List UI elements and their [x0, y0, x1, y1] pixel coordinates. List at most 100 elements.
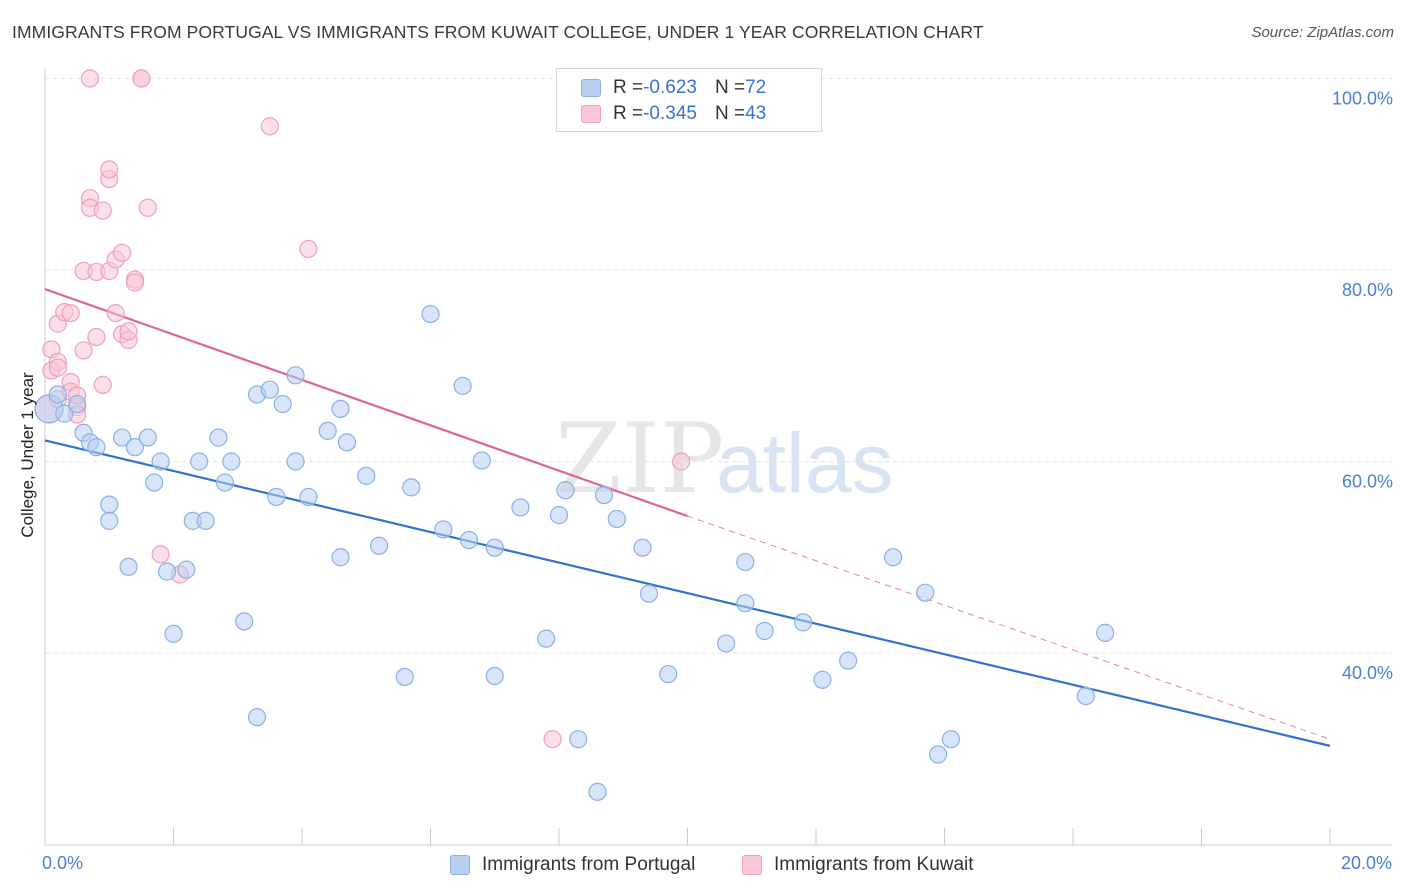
portugal-point — [485, 538, 504, 557]
portugal-point — [267, 487, 286, 507]
portugal-point — [794, 613, 813, 632]
portugal-point — [273, 394, 292, 414]
portugal-point — [839, 651, 858, 670]
portugal-point — [235, 612, 254, 631]
portugal-point — [569, 730, 588, 749]
portugal-point — [633, 538, 652, 557]
portugal-point — [1076, 686, 1095, 706]
kuwait-r-value: -0.345 — [643, 103, 697, 124]
portugal-point — [434, 520, 453, 539]
kuwait-point — [260, 117, 279, 136]
portugal-point — [813, 670, 832, 689]
kuwait-point — [61, 303, 80, 323]
y-axis-label: College, Under 1 year — [18, 372, 37, 538]
kuwait-point — [80, 69, 100, 88]
portugal-point — [1096, 623, 1115, 642]
kuwait-point — [543, 730, 562, 749]
portugal-point — [318, 421, 337, 440]
portugal-r-label: R = — [613, 77, 644, 98]
portugal-point — [549, 506, 569, 525]
kuwait-point — [125, 273, 145, 292]
watermark-zip: ZIP — [555, 403, 724, 515]
legend-row-kuwait: R = -0.345 N = 43 — [581, 101, 766, 127]
portugal-point — [286, 452, 305, 471]
portugal-point — [472, 451, 491, 470]
portugal-point — [125, 438, 145, 457]
portugal-n-label: N = — [714, 77, 746, 98]
portugal-point — [607, 509, 626, 529]
portugal-point — [511, 498, 530, 517]
y-tick-label: 60.0% — [1342, 472, 1393, 492]
x-tick-label: 20.0% — [1341, 853, 1392, 873]
portugal-trend-line — [44, 439, 1331, 747]
kuwait-n-value: 43 — [745, 103, 767, 124]
bottom-legend-portugal[interactable]: Immigrants from Portugal — [450, 852, 695, 878]
portugal-point — [594, 485, 614, 505]
kuwait-point — [138, 198, 157, 217]
source-label: Source: ZipAtlas.com — [1251, 24, 1394, 41]
portugal-point — [459, 530, 479, 550]
portugal-point — [421, 304, 440, 324]
stats-legend: R = -0.623 N = 72 R = -0.345 N = 43 — [556, 68, 822, 132]
kuwait-point — [132, 69, 151, 88]
portugal-point — [222, 452, 241, 471]
kuwait-trend-line-dashed — [687, 515, 1331, 740]
portugal-point — [151, 452, 170, 471]
kuwait-n-label: N = — [714, 103, 746, 124]
portugal-point — [68, 394, 87, 414]
portugal-point — [453, 376, 472, 395]
portugal-point — [286, 366, 305, 385]
portugal-point — [716, 634, 736, 653]
kuwait-point — [671, 452, 691, 471]
portugal-point — [48, 385, 67, 404]
portugal-point — [209, 428, 228, 447]
kuwait-point — [93, 375, 112, 394]
y-tick-label: 80.0% — [1342, 280, 1393, 300]
kuwait-point — [112, 243, 132, 262]
portugal-point — [87, 438, 106, 457]
kuwait-point — [299, 239, 318, 259]
portugal-legend-swatch — [450, 855, 470, 875]
portugal-r-value: -0.623 — [643, 77, 697, 98]
portugal-point — [119, 557, 138, 576]
axes-layer: 100.0% 80.0% 60.0% 40.0% 0.0% 20.0% — [42, 68, 1393, 873]
portugal-point — [164, 624, 183, 643]
portugal-point — [916, 583, 935, 602]
kuwait-legend-swatch — [742, 855, 762, 875]
y-tick-label: 40.0% — [1342, 663, 1393, 683]
kuwait-point — [106, 303, 125, 323]
watermark: ZIP atlas — [555, 403, 893, 515]
kuwait-point — [74, 341, 93, 360]
portugal-point — [941, 730, 961, 749]
legend-row-portugal: R = -0.623 N = 72 — [581, 75, 766, 101]
portugal-point — [215, 473, 234, 492]
watermark-atlas: atlas — [716, 416, 893, 510]
portugal-point — [138, 428, 157, 447]
portugal-point — [402, 478, 421, 497]
portugal-point — [145, 473, 164, 492]
x-tick-label: 0.0% — [42, 853, 83, 873]
bottom-legend-kuwait[interactable]: Immigrants from Kuwait — [742, 852, 974, 878]
kuwait-point — [119, 322, 138, 341]
kuwait-point — [100, 160, 119, 179]
kuwait-swatch — [581, 105, 601, 123]
kuwait-trend-line — [44, 288, 688, 518]
kuwait-r-label: R = — [613, 103, 644, 124]
portugal-legend-label: Immigrants from Portugal — [482, 854, 696, 875]
portugal-point — [485, 666, 504, 686]
kuwait-point — [151, 545, 170, 564]
portugal-point — [196, 511, 215, 530]
portugal-point — [736, 552, 755, 572]
portugal-point — [755, 621, 774, 641]
portugal-point — [556, 481, 575, 500]
portugal-point — [928, 745, 948, 764]
portugal-point — [883, 548, 903, 567]
kuwait-point — [87, 327, 106, 347]
portugal-point — [157, 562, 177, 581]
portugal-point — [331, 548, 350, 567]
portugal-point — [260, 380, 279, 399]
portugal-point — [177, 560, 196, 579]
portugal-point — [247, 708, 267, 727]
grid-layer — [45, 78, 1392, 654]
